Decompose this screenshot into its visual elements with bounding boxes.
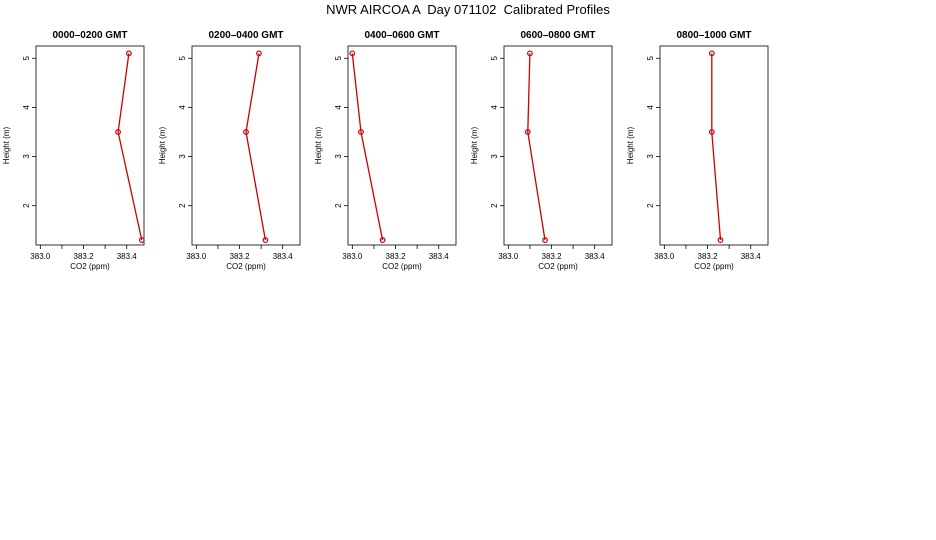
y-tick-label: 3 <box>646 154 655 159</box>
y-tick-label: 2 <box>334 203 343 208</box>
y-tick-label: 5 <box>22 56 31 61</box>
y-tick-label: 2 <box>22 203 31 208</box>
x-tick-label: 383.2 <box>698 252 719 261</box>
x-axis-label: CO2 (ppm) <box>694 262 734 271</box>
x-tick-label: 383.2 <box>386 252 407 261</box>
data-point <box>524 129 531 135</box>
x-axis-label: CO2 (ppm) <box>70 262 110 271</box>
data-point <box>708 129 715 135</box>
x-tick-label: 383.2 <box>74 252 95 261</box>
chart-panel: 0400–0600 GMT 383.0 383.2 383.4 2 3 4 5 CO2 (ppm… <box>314 30 457 271</box>
y-tick-label: 4 <box>22 105 31 110</box>
chart-panel: 0200–0400 GMT 383.0 383.2 383.4 2 3 4 5 CO2 (ppm… <box>158 30 301 271</box>
y-axis-label: Height (m) <box>626 126 635 164</box>
x-axis-label: CO2 (ppm) <box>538 262 578 271</box>
x-tick-label: 383.0 <box>186 252 207 261</box>
x-tick-label: 383.0 <box>342 252 363 261</box>
series-line <box>245 53 267 241</box>
x-tick-label: 383.4 <box>273 252 294 261</box>
x-axis-label: CO2 (ppm) <box>382 262 422 271</box>
chart-panel: 0000–0200 GMT 383.0 383.2 383.4 2 3 4 5 CO2 (ppm… <box>2 30 145 271</box>
series-line <box>527 53 546 241</box>
x-tick-label: 383.0 <box>30 252 51 261</box>
chart-panel: 0800–1000 GMT 383.0 383.2 383.4 2 3 4 5 CO2 (ppm… <box>626 30 769 271</box>
data-point <box>256 50 262 57</box>
panel-title: 0000–0200 GMT <box>52 30 127 41</box>
y-tick-label: 4 <box>178 105 187 110</box>
plot-frame <box>347 45 457 246</box>
plot-frame <box>191 45 301 246</box>
y-tick-label: 4 <box>334 105 343 110</box>
plot-frame <box>503 45 613 246</box>
plot-frame <box>35 45 145 246</box>
panel-title: 0800–1000 GMT <box>676 30 751 41</box>
y-tick-label: 5 <box>490 56 499 61</box>
y-axis-label: Height (m) <box>470 126 479 164</box>
panel-title: 0400–0600 GMT <box>364 30 439 41</box>
y-tick-label: 5 <box>178 56 187 61</box>
x-tick-label: 383.4 <box>741 252 762 261</box>
y-tick-label: 2 <box>646 203 655 208</box>
y-axis-label: Height (m) <box>158 126 167 164</box>
data-point <box>358 129 364 135</box>
y-tick-label: 5 <box>646 56 655 61</box>
x-tick-label: 383.0 <box>498 252 519 261</box>
data-point <box>125 50 132 57</box>
series-line <box>711 53 722 241</box>
y-tick-label: 4 <box>490 105 499 110</box>
y-tick-label: 3 <box>22 154 31 159</box>
y-tick-label: 3 <box>178 154 187 159</box>
panel-title: 0200–0400 GMT <box>208 30 283 41</box>
data-point <box>542 237 548 243</box>
y-tick-label: 2 <box>490 203 499 208</box>
data-point <box>262 237 269 243</box>
x-tick-label: 383.4 <box>585 252 606 261</box>
x-tick-label: 383.0 <box>654 252 675 261</box>
data-point <box>138 237 145 243</box>
series-line <box>351 53 384 241</box>
y-tick-label: 2 <box>178 203 187 208</box>
panel-title: 0600–0800 GMT <box>520 30 595 41</box>
y-tick-label: 4 <box>646 105 655 110</box>
data-point <box>379 237 386 243</box>
y-axis-label: Height (m) <box>2 126 11 164</box>
x-tick-label: 383.4 <box>117 252 138 261</box>
x-axis-label: CO2 (ppm) <box>226 262 266 271</box>
y-tick-label: 3 <box>490 154 499 159</box>
data-point <box>243 129 249 135</box>
plot-frame <box>659 45 769 246</box>
x-tick-label: 383.2 <box>230 252 251 261</box>
data-point <box>115 129 121 135</box>
figure-title: NWR AIRCOA A Day 071102 Calibrated Profi… <box>326 2 610 17</box>
x-tick-label: 383.4 <box>429 252 450 261</box>
data-point <box>527 50 533 57</box>
y-tick-label: 3 <box>334 154 343 159</box>
y-tick-label: 5 <box>334 56 343 61</box>
data-point <box>708 50 715 57</box>
y-axis-label: Height (m) <box>314 126 323 164</box>
series-line <box>117 53 143 241</box>
data-point <box>717 237 724 243</box>
data-point <box>349 50 356 57</box>
x-tick-label: 383.2 <box>542 252 563 261</box>
chart-panel: 0600–0800 GMT 383.0 383.2 383.4 2 3 4 5 CO2 (ppm… <box>470 30 613 271</box>
